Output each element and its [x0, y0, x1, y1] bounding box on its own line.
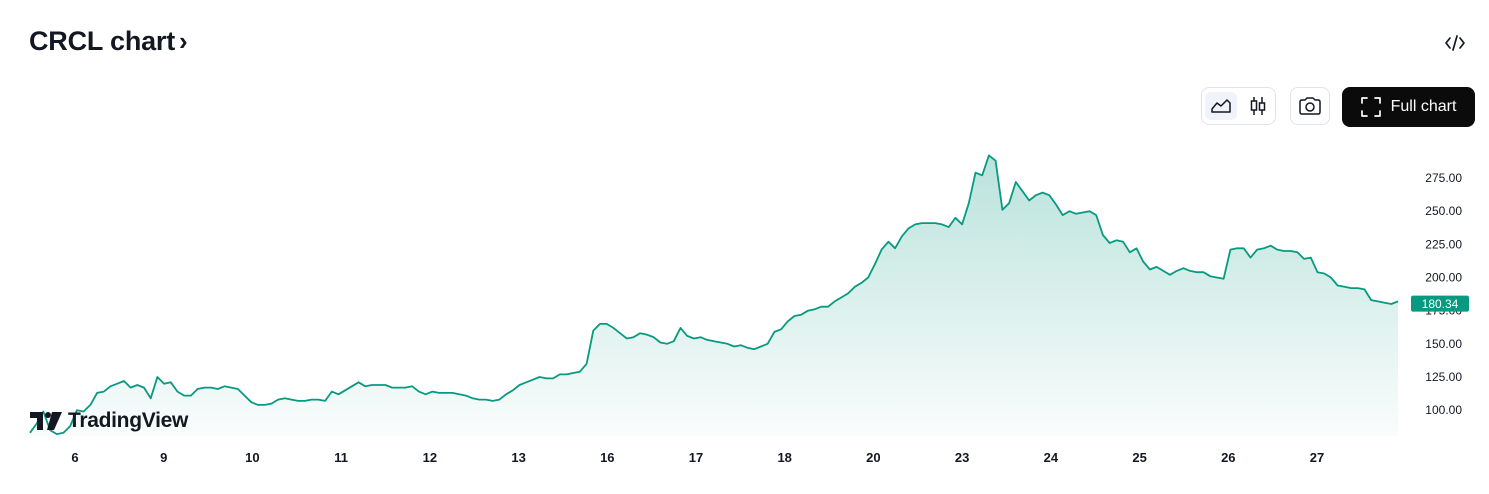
- y-tick-label: 225.00: [1425, 237, 1462, 251]
- x-tick-label: 13: [511, 450, 525, 465]
- x-tick-label: 6: [71, 450, 78, 465]
- full-chart-label: Full chart: [1390, 98, 1457, 115]
- x-tick-label: 27: [1310, 450, 1324, 465]
- x-tick-label: 16: [600, 450, 614, 465]
- tradingview-logo[interactable]: TradingView: [30, 409, 188, 433]
- x-tick-label: 20: [866, 450, 880, 465]
- x-tick-label: 10: [245, 450, 259, 465]
- embed-code-button[interactable]: [1440, 30, 1470, 56]
- last-price-badge: [1411, 295, 1469, 312]
- camera-icon: [1299, 97, 1321, 115]
- candles-icon: [1250, 97, 1266, 115]
- x-tick-label: 26: [1221, 450, 1235, 465]
- area-chart-icon: [1211, 99, 1231, 113]
- last-price-label: 180.34: [1422, 297, 1459, 311]
- y-tick-label: 250.00: [1425, 204, 1462, 218]
- x-tick-label: 17: [689, 450, 703, 465]
- x-tick-label: 25: [1132, 450, 1146, 465]
- x-tick-label: 9: [160, 450, 167, 465]
- fullscreen-icon: [1360, 97, 1381, 117]
- full-chart-button[interactable]: Full chart: [1342, 87, 1475, 127]
- x-tick-label: 11: [334, 450, 348, 465]
- y-tick-label: 125.00: [1425, 370, 1462, 384]
- screenshot-button[interactable]: [1290, 87, 1330, 125]
- area-chart-button[interactable]: [1205, 92, 1237, 120]
- price-area-fill: [30, 155, 1398, 436]
- y-tick-label: 150.00: [1425, 337, 1462, 351]
- code-icon: [1445, 35, 1465, 51]
- price-line: [29, 154, 1399, 436]
- y-tick-label: 200.00: [1425, 271, 1462, 285]
- tradingview-logo-text: TradingView: [68, 409, 189, 432]
- price-chart[interactable]: 100.00125.00150.00175.00200.00225.00250.…: [0, 140, 1489, 480]
- chevron-right-icon: ›: [179, 26, 188, 56]
- x-tick-label: 24: [1044, 450, 1059, 465]
- chart-title-text: CRCL chart: [29, 26, 176, 56]
- x-tick-label: 12: [423, 450, 437, 465]
- chart-title[interactable]: CRCL chart ›: [29, 26, 188, 57]
- y-tick-label: 275.00: [1425, 171, 1462, 185]
- y-tick-label: 100.00: [1425, 403, 1462, 417]
- x-tick-label: 18: [777, 450, 791, 465]
- x-tick-label: 23: [955, 450, 969, 465]
- tradingview-logo-icon: [30, 412, 62, 430]
- candles-chart-button[interactable]: [1242, 92, 1274, 120]
- chart-type-toggle: [1201, 87, 1276, 125]
